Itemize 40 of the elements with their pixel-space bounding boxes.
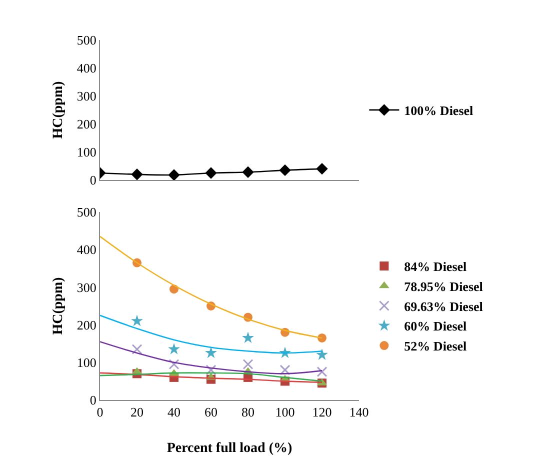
x-axis-title: Percent full load (%) bbox=[166, 441, 292, 456]
y-tick-label: 500 bbox=[76, 204, 96, 220]
point bbox=[132, 344, 142, 354]
y-axis-title: HC(ppm) bbox=[51, 80, 66, 139]
legend-label: 84% Diesel bbox=[404, 259, 468, 274]
point bbox=[280, 364, 290, 376]
y-axis-title: HC(ppm) bbox=[51, 276, 66, 335]
x-tick-label: 100 bbox=[275, 404, 295, 420]
y-tick-label: 500 bbox=[76, 32, 96, 48]
legend-label: 60% Diesel bbox=[404, 318, 468, 334]
y-tick-label: 100 bbox=[76, 354, 96, 370]
point bbox=[242, 359, 254, 370]
point bbox=[205, 346, 217, 358]
x-tick-label: 140 bbox=[349, 404, 369, 420]
y-tick-label: 200 bbox=[76, 116, 96, 132]
legend-label: 78.95% Diesel bbox=[404, 278, 484, 294]
x-tick-label: 60 bbox=[204, 404, 218, 420]
x-tick-label: 20 bbox=[130, 404, 144, 420]
point bbox=[168, 342, 180, 354]
point bbox=[316, 348, 328, 360]
y-tick-label: 100 bbox=[76, 144, 96, 160]
point bbox=[316, 366, 328, 378]
x-tick-label: 80 bbox=[242, 404, 254, 420]
y-tick-label: 0 bbox=[90, 172, 96, 188]
point bbox=[242, 332, 254, 344]
y-tick-label: 300 bbox=[76, 88, 96, 104]
legend-label: 69.63% Diesel bbox=[404, 298, 484, 314]
y-tick-label: 200 bbox=[76, 317, 96, 332]
legend-label: 100% Diesel bbox=[404, 103, 474, 118]
point bbox=[318, 333, 326, 342]
y-tick-label: 400 bbox=[76, 242, 96, 258]
legend-label: 52% Diesel bbox=[404, 338, 468, 354]
point bbox=[168, 359, 180, 370]
y-tick-label: 0 bbox=[90, 392, 96, 408]
point bbox=[206, 364, 216, 376]
y-tick-label: 400 bbox=[76, 60, 96, 76]
y-tick-label: 300 bbox=[76, 280, 96, 295]
x-tick-label: 40 bbox=[168, 404, 180, 420]
x-tick-label: 120 bbox=[312, 404, 332, 420]
point bbox=[131, 314, 143, 326]
